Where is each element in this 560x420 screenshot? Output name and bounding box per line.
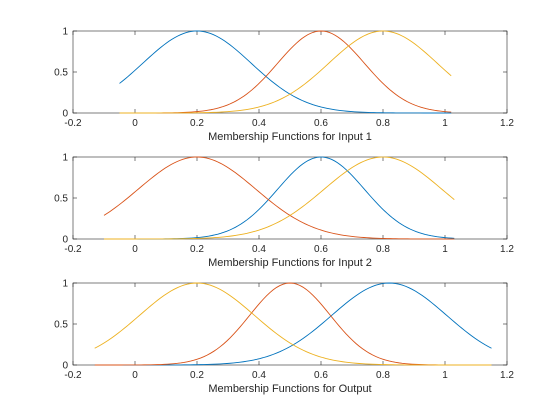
y-tick-label: 0.5 [54, 68, 68, 79]
x-tick-label: 0.6 [314, 370, 328, 381]
x-tick-label: 1.2 [500, 244, 514, 255]
y-tick-label: 1 [62, 279, 68, 290]
x-tick-label: 0.2 [190, 370, 204, 381]
x-tick-label: 0.2 [190, 118, 204, 129]
x-axis-label: Membership Functions for Input 1 [208, 131, 372, 143]
x-tick-label: 1 [442, 118, 448, 129]
y-tick-label: 0 [62, 235, 68, 246]
x-tick-label: 0.4 [252, 370, 266, 381]
x-tick-label: 0.8 [376, 370, 390, 381]
x-tick-label: 0.6 [314, 244, 328, 255]
x-tick-label: 0.2 [190, 244, 204, 255]
y-tick-label: 1 [62, 153, 68, 164]
x-tick-label: 1.2 [500, 118, 514, 129]
x-tick-label: 0.6 [314, 118, 328, 129]
series-line-3 [104, 156, 455, 240]
x-tick-label: 0 [132, 370, 138, 381]
x-tick-label: 0.8 [376, 118, 390, 129]
x-tick-label: 1 [442, 244, 448, 255]
series-line-2 [103, 156, 455, 240]
x-tick-label: 0.4 [252, 244, 266, 255]
x-tick-label: 1 [442, 370, 448, 381]
x-tick-label: 0.8 [376, 244, 390, 255]
series-line-3 [119, 30, 452, 114]
y-tick-label: 0 [62, 109, 68, 120]
x-axis-label: Membership Functions for Input 2 [208, 257, 372, 269]
y-tick-label: 1 [62, 27, 68, 38]
x-tick-label: 1.2 [500, 370, 514, 381]
y-tick-label: 0.5 [54, 194, 68, 205]
y-tick-label: 0 [62, 361, 68, 372]
x-tick-label: -0.2 [64, 244, 82, 255]
series-line-3 [94, 282, 492, 366]
x-tick-label: 0 [132, 244, 138, 255]
series-line-1 [119, 30, 452, 114]
x-tick-label: 0.4 [252, 118, 266, 129]
x-tick-label: -0.2 [64, 370, 82, 381]
x-tick-label: 0 [132, 118, 138, 129]
y-tick-label: 0.5 [54, 320, 68, 331]
x-tick-label: -0.2 [64, 118, 82, 129]
x-axis-label: Membership Functions for Output [208, 383, 371, 395]
